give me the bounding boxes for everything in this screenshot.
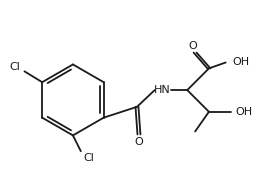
Text: Cl: Cl	[83, 153, 94, 163]
Text: O: O	[189, 41, 197, 51]
Text: O: O	[135, 137, 143, 147]
Text: Cl: Cl	[9, 62, 20, 72]
Text: HN: HN	[154, 85, 171, 95]
Text: OH: OH	[233, 58, 250, 67]
Text: OH: OH	[236, 107, 253, 117]
